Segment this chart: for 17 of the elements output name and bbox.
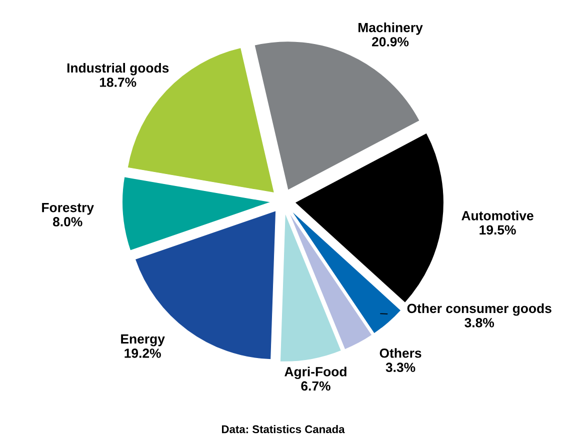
- data-label: 3.3%: [386, 362, 416, 372]
- slice-label: Automotive: [462, 210, 534, 220]
- data-label: 8.0%: [52, 217, 82, 226]
- slice-label: Forestry: [42, 202, 94, 215]
- data-label: 3.8%: [464, 318, 494, 328]
- data-label: 20.9%: [372, 37, 409, 46]
- data-label: 19.5%: [480, 225, 516, 235]
- slice-label: Energy: [121, 334, 165, 346]
- slice-label: Agri-Food: [284, 366, 346, 380]
- slice-label: Others: [380, 348, 422, 358]
- slice-label: Industrial goods: [67, 62, 169, 76]
- slice-label: Other consumer goods: [407, 303, 552, 316]
- data-label: 18.7%: [100, 78, 136, 87]
- data-label: 19.2%: [124, 348, 161, 358]
- data-label: 6.7%: [301, 381, 330, 391]
- text: Data: Statistics Canada: [222, 425, 345, 434]
- slice-label: Machinery: [358, 22, 423, 35]
